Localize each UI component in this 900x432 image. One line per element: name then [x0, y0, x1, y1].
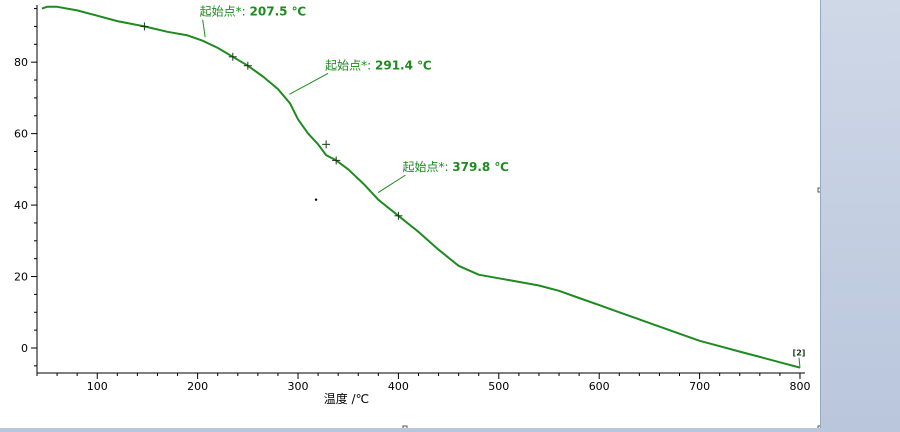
- curve-marker: [243, 61, 252, 70]
- bottom-strip: [0, 428, 900, 432]
- y-tick-label: 20: [14, 271, 28, 284]
- x-tick-label: 200: [187, 380, 208, 393]
- tga-chart: 100 200 300 400 500 600 700 800 0 20 40 60 80 温度 /℃ 起始…: [14, 5, 823, 431]
- y-tick-label: 60: [14, 128, 28, 141]
- series-end-label: [2]: [793, 349, 806, 358]
- annotation-leader: [377, 174, 406, 193]
- curve-marker: [394, 211, 403, 220]
- end-label-leader: [798, 357, 801, 368]
- x-tick-label: 300: [288, 380, 309, 393]
- annotation-leader: [202, 19, 206, 38]
- x-tick-label: 800: [789, 380, 810, 393]
- curve-marker: [332, 156, 341, 165]
- curve-marker: [322, 140, 331, 149]
- stray-point: [314, 198, 318, 201]
- tga-curve: [41, 5, 801, 369]
- x-axis-label: 温度 /℃: [324, 391, 369, 406]
- curve-marker: [228, 52, 237, 61]
- x-tick-label: 500: [488, 380, 509, 393]
- y-tick-label: 40: [14, 199, 28, 212]
- curve-marker: [140, 22, 149, 31]
- onset-annotation: 起始点*: 291.4 ℃: [325, 58, 432, 72]
- onset-annotation: 起始点*: 207.5 ℃: [200, 5, 307, 19]
- y-tick-label: 0: [21, 342, 28, 355]
- right-panel: [820, 0, 900, 432]
- annotation-leader: [289, 72, 329, 95]
- y-tick-label: 80: [14, 56, 28, 69]
- x-tick-label: 700: [689, 380, 710, 393]
- x-tick-label: 100: [87, 380, 108, 393]
- onset-annotation: 起始点*: 379.8 ℃: [402, 160, 509, 174]
- x-tick-label: 600: [589, 380, 610, 393]
- x-tick-label: 400: [388, 380, 409, 393]
- chart-canvas: 100 200 300 400 500 600 700 800 0 20 40 60 80 温度 /℃ 起始…: [0, 0, 823, 431]
